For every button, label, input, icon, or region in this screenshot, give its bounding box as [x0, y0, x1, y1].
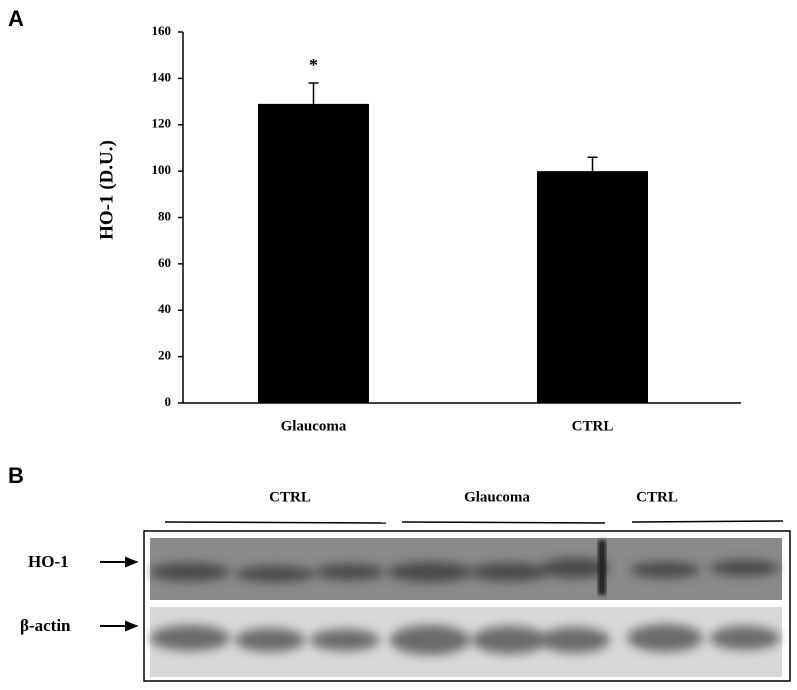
arrow — [100, 556, 139, 632]
y-axis-label: HO-1 (D.U.) — [96, 140, 117, 240]
y-tick-label: 120 — [152, 116, 172, 131]
group-line — [631, 520, 784, 523]
y-tick-label: 20 — [158, 348, 171, 363]
annotation: * — [309, 55, 318, 75]
y-tick-label: 40 — [158, 301, 171, 316]
panel-label: A — [8, 6, 24, 31]
group-line — [401, 521, 606, 524]
blot: CTRL Glaucoma CTRL HO-1 β-actin — [20, 489, 791, 682]
y-tick-label: 140 — [152, 69, 172, 84]
panel-label: B — [8, 463, 24, 488]
group-label: CTRL — [269, 489, 311, 505]
group-label: Glaucoma — [464, 489, 530, 505]
y-tick-label: 100 — [152, 162, 172, 177]
y-tick-label: 0 — [165, 394, 172, 409]
group-line — [164, 521, 387, 524]
row-label: β-actin — [20, 616, 71, 635]
x-tick-label: Glaucoma — [281, 418, 347, 434]
x-tick-label: CTRL — [572, 418, 614, 434]
error-bar — [587, 156, 598, 172]
bar — [258, 103, 369, 403]
y-tick-label: 160 — [152, 23, 172, 38]
bar — [537, 171, 648, 403]
error-bar — [308, 82, 319, 104]
y-tick-label: 60 — [158, 255, 171, 270]
group-label: CTRL — [636, 489, 678, 505]
row-label: HO-1 — [28, 552, 69, 571]
y-tick-label: 80 — [158, 208, 171, 223]
